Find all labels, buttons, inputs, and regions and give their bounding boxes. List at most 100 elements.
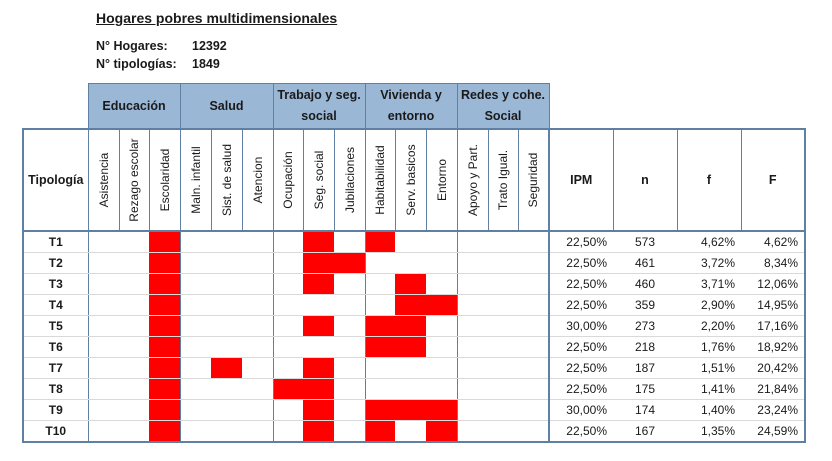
indicator-label: Ocupación [281, 151, 295, 209]
empty-cell [179, 315, 211, 337]
report-title: Hogares pobres multidimensionales [96, 10, 338, 26]
deprivation-cell [364, 420, 395, 443]
empty-cell [87, 252, 119, 274]
tipologia-cell: T5 [22, 315, 88, 337]
deprivation-cell [426, 420, 457, 443]
table-row: T6 22,50% 218 1,76% 18,92% [22, 336, 806, 358]
empty-cell [242, 357, 273, 379]
deprivation-cell [303, 378, 334, 400]
tipologia-cell: T3 [22, 273, 88, 295]
empty-cell [211, 399, 242, 421]
cum-f-cell: 12,06% [741, 273, 806, 295]
empty-cell [456, 230, 488, 253]
empty-cell [87, 336, 119, 358]
empty-cell [488, 230, 518, 253]
empty-cell [272, 252, 303, 274]
category-header: Redes y cohe. Social [456, 83, 550, 130]
empty-cell [426, 252, 457, 274]
empty-cell [364, 294, 395, 316]
category-header: Vivienda y entorno [364, 83, 458, 130]
empty-cell [242, 273, 273, 295]
indicator-header: Entorno [425, 128, 458, 232]
n-cell: 460 [613, 273, 677, 295]
deprivation-cell [395, 273, 426, 295]
empty-cell [488, 378, 518, 400]
empty-cell [488, 294, 518, 316]
indicator-header: Maln. infantil [179, 128, 212, 232]
f-cell: 1,40% [677, 399, 741, 421]
category-header: Salud [179, 83, 274, 130]
empty-cell [426, 378, 457, 400]
tipologias-value: 1849 [192, 57, 220, 71]
f-cell: 2,90% [677, 294, 741, 316]
indicator-label: Entorno [434, 158, 449, 202]
cum-f-cell: 8,34% [741, 252, 806, 274]
ipm-cell: 22,50% [549, 294, 613, 316]
empty-cell [364, 378, 395, 400]
indicator-label: Sist. de salud [219, 143, 234, 217]
empty-cell [518, 378, 550, 400]
empty-cell [87, 273, 119, 295]
empty-cell [518, 273, 550, 295]
empty-cell [87, 315, 119, 337]
deprivation-cell [426, 294, 457, 316]
empty-cell [179, 273, 211, 295]
empty-cell [211, 294, 242, 316]
indicator-label: Seguridad [526, 152, 541, 208]
indicator-header: Atencion [241, 128, 274, 232]
ipm-cell: 22,50% [549, 378, 613, 400]
empty-cell [119, 252, 149, 274]
n-cell: 187 [613, 357, 677, 379]
table-row: T10 22,50% 167 1,35% 24,59% [22, 420, 806, 443]
hogares-label: N° Hogares: [96, 39, 168, 53]
empty-cell [456, 357, 488, 379]
indicator-label: Serv. basicos [403, 144, 418, 216]
metric-header: n [612, 128, 678, 232]
indicator-label: Atencion [250, 156, 265, 204]
empty-cell [456, 294, 488, 316]
tipologia-cell: T7 [22, 357, 88, 379]
cum-f-cell: 17,16% [741, 315, 806, 337]
empty-cell [211, 315, 242, 337]
cum-f-cell: 20,42% [741, 357, 806, 379]
tipologia-header: Tipología [22, 128, 89, 232]
n-cell: 175 [613, 378, 677, 400]
empty-cell [119, 230, 149, 253]
empty-cell [334, 294, 365, 316]
table-row: T9 30,00% 174 1,40% 23,24% [22, 399, 806, 421]
empty-cell [272, 230, 303, 253]
empty-cell [488, 315, 518, 337]
deprivation-cell [364, 315, 395, 337]
indicator-label: Apoyo y Part. [465, 143, 480, 217]
empty-cell [179, 294, 211, 316]
ipm-cell: 30,00% [549, 315, 613, 337]
empty-cell [518, 357, 550, 379]
empty-cell [334, 230, 365, 253]
ipm-cell: 30,00% [549, 399, 613, 421]
cum-f-cell: 14,95% [741, 294, 806, 316]
empty-cell [395, 230, 426, 253]
deprivation-cell [364, 399, 395, 421]
empty-cell [426, 273, 457, 295]
empty-cell [179, 378, 211, 400]
deprivation-cell [303, 230, 334, 253]
empty-cell [179, 336, 211, 358]
empty-cell [242, 378, 273, 400]
empty-cell [211, 252, 242, 274]
indicator-header: Sist. de salud [210, 128, 243, 232]
empty-cell [303, 294, 334, 316]
tipologia-cell: T6 [22, 336, 88, 358]
indicator-header: Rezago escolar [118, 128, 150, 232]
empty-cell [334, 357, 365, 379]
empty-cell [272, 294, 303, 316]
indicator-header: Serv. basicos [394, 128, 427, 232]
empty-cell [518, 399, 550, 421]
empty-cell [488, 252, 518, 274]
empty-cell [87, 357, 119, 379]
deprivation-cell [303, 420, 334, 443]
indicator-label: Seg. social [311, 150, 326, 210]
f-cell: 1,51% [677, 357, 741, 379]
deprivation-cell [334, 252, 365, 274]
tipologia-cell: T8 [22, 378, 88, 400]
table-row: T2 22,50% 461 3,72% 8,34% [22, 252, 806, 274]
